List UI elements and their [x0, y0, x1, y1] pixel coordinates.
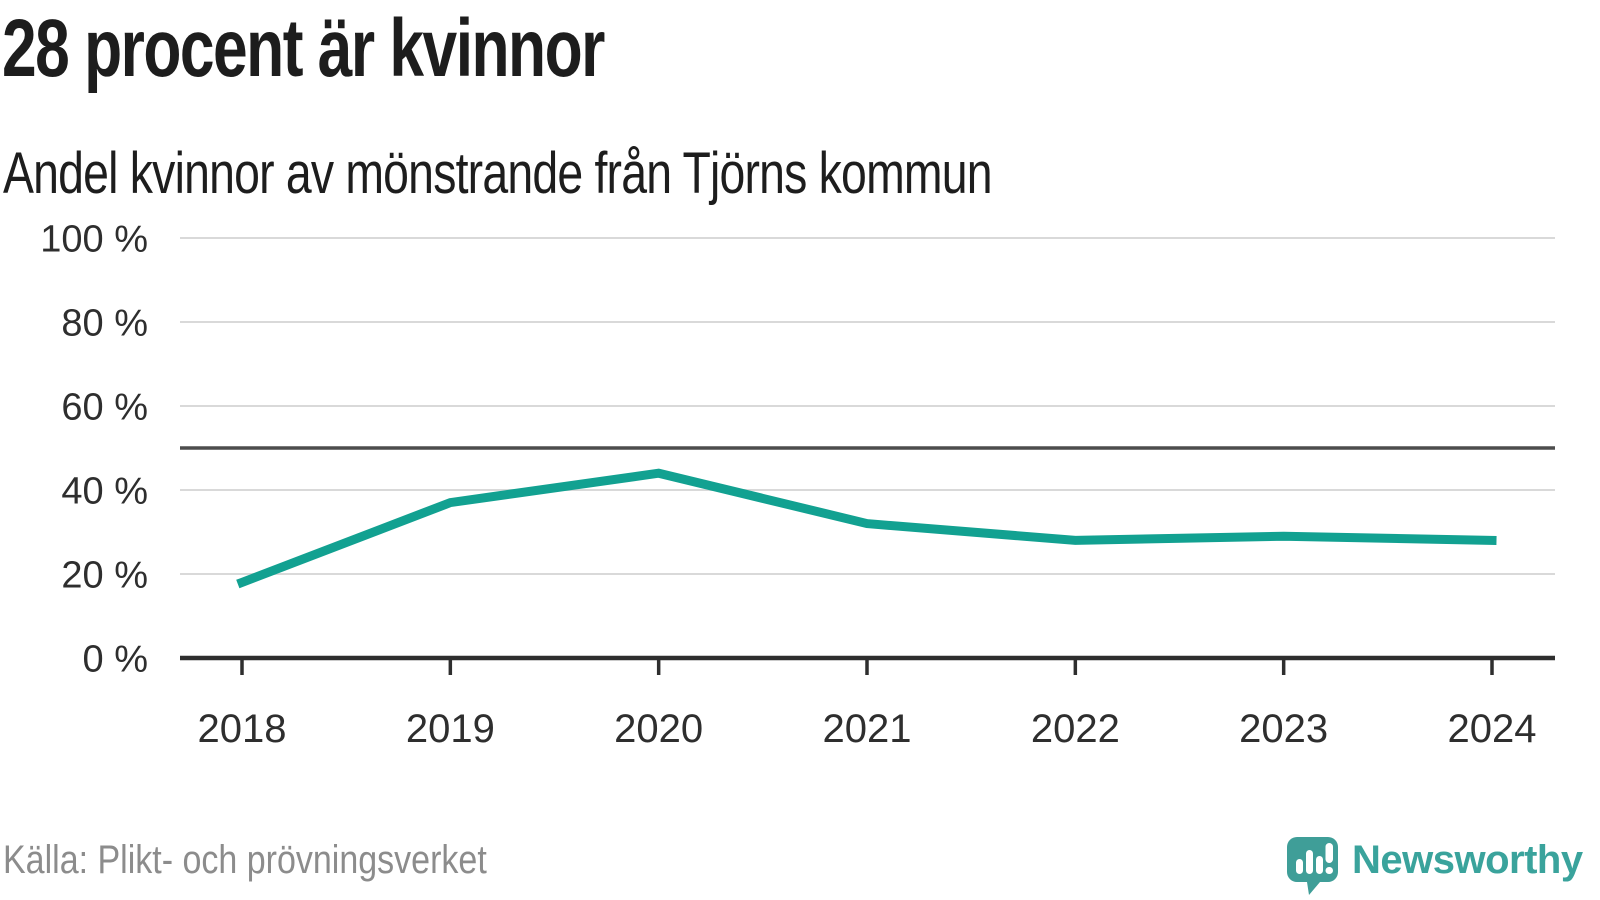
exclamation-stem	[1325, 843, 1333, 863]
y-tick-label: 40 %	[61, 471, 148, 513]
newsworthy-bubble-chart-icon	[1287, 837, 1338, 895]
y-tick-label: 0 %	[83, 639, 148, 681]
x-tick-label: 2020	[614, 707, 703, 751]
newsworthy-wordmark: Newsworthy	[1352, 838, 1583, 882]
y-axis-labels: 0 % 20 % 40 % 60 % 80 % 100 %	[40, 219, 148, 681]
y-tick-label: 80 %	[61, 303, 148, 345]
y-gridlines	[180, 237, 1555, 575]
y-tick-label: 20 %	[61, 555, 148, 597]
chart-title: 28 procent är kvinnor	[2, 3, 605, 94]
bar-1	[1296, 859, 1303, 874]
exclamation-dot	[1325, 867, 1333, 874]
bar-3	[1316, 856, 1323, 874]
x-tick-label: 2022	[1031, 707, 1120, 751]
x-axis-labels: 2018 2019 2020 2021 2022 2023 2024	[198, 707, 1537, 751]
chart-subtitle: Andel kvinnor av mönstrande från Tjörns …	[3, 141, 993, 206]
x-tick-label: 2021	[823, 707, 912, 751]
data-line	[236, 468, 1497, 589]
y-tick-label: 100 %	[40, 219, 148, 261]
x-tick-label: 2019	[406, 707, 495, 751]
x-tick-label: 2024	[1448, 707, 1537, 751]
x-tick-label: 2018	[198, 707, 287, 751]
series-line	[236, 468, 1497, 589]
newsworthy-logo: Newsworthy	[1286, 836, 1583, 896]
x-tick-label: 2023	[1239, 707, 1328, 751]
bar-2	[1306, 850, 1313, 874]
source-caption: Källa: Plikt- och prövningsverket	[3, 838, 487, 882]
y-tick-label: 60 %	[61, 387, 148, 429]
x-axis	[180, 655, 1555, 675]
